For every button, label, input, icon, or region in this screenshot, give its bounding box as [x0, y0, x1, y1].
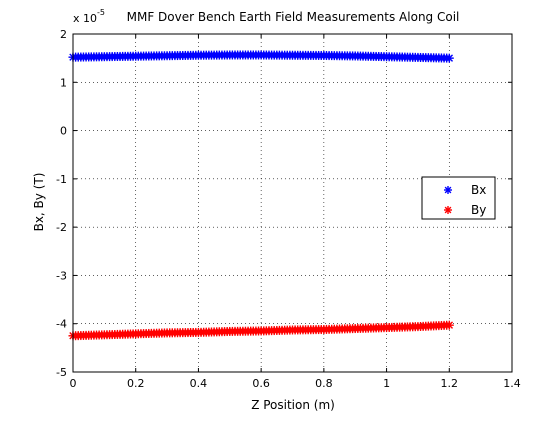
data-point: [444, 320, 454, 330]
legend: Bx By: [421, 176, 496, 220]
y-tick-label: -3: [56, 269, 67, 282]
x-tick-label: 1: [383, 377, 390, 390]
legend-marker-bx: [444, 186, 452, 194]
legend-marker-by: [444, 206, 452, 214]
ticks: [72, 33, 513, 373]
y-tick-label: 1: [60, 76, 67, 89]
series-by: [68, 320, 454, 341]
y-tick-label: -2: [56, 221, 67, 234]
y-multiplier-base: x 10: [73, 12, 97, 25]
x-tick-label: 0.8: [315, 377, 333, 390]
y-tick-label: -1: [56, 173, 67, 186]
legend-entries: Bx By: [444, 183, 486, 217]
y-multiplier-exponent: -5: [97, 8, 105, 17]
y-tick-label: 2: [60, 28, 67, 41]
y-tick-label: 0: [60, 125, 67, 138]
x-tick-label: 0.2: [127, 377, 145, 390]
y-tick-label: -4: [56, 318, 67, 331]
axes-box: [72, 33, 513, 373]
legend-box: [421, 176, 496, 220]
x-tick-label: 1.4: [503, 377, 521, 390]
data-point: [444, 53, 454, 63]
plot-data: [68, 50, 454, 341]
grid: [73, 34, 512, 372]
y-axis-label: Bx, By (T): [32, 173, 46, 232]
x-tick-label: 1.2: [441, 377, 459, 390]
x-axis-label: Z Position (m): [251, 398, 335, 412]
legend-label-by: By: [471, 203, 486, 217]
tick-labels: 0 0.2 0.4 0.6 0.8 1 1.2 1.4 2 1 0 -1 -2 -3 -4 -5: [56, 28, 521, 390]
x-tick-label: 0.6: [252, 377, 270, 390]
chart-title: MMF Dover Bench Earth Field Measurements…: [127, 10, 460, 24]
legend-label-bx: Bx: [471, 183, 486, 197]
series-bx: [68, 50, 454, 63]
y-tick-label: -5: [56, 366, 67, 379]
x-tick-label: 0.4: [190, 377, 208, 390]
x-tick-label: 0: [70, 377, 77, 390]
